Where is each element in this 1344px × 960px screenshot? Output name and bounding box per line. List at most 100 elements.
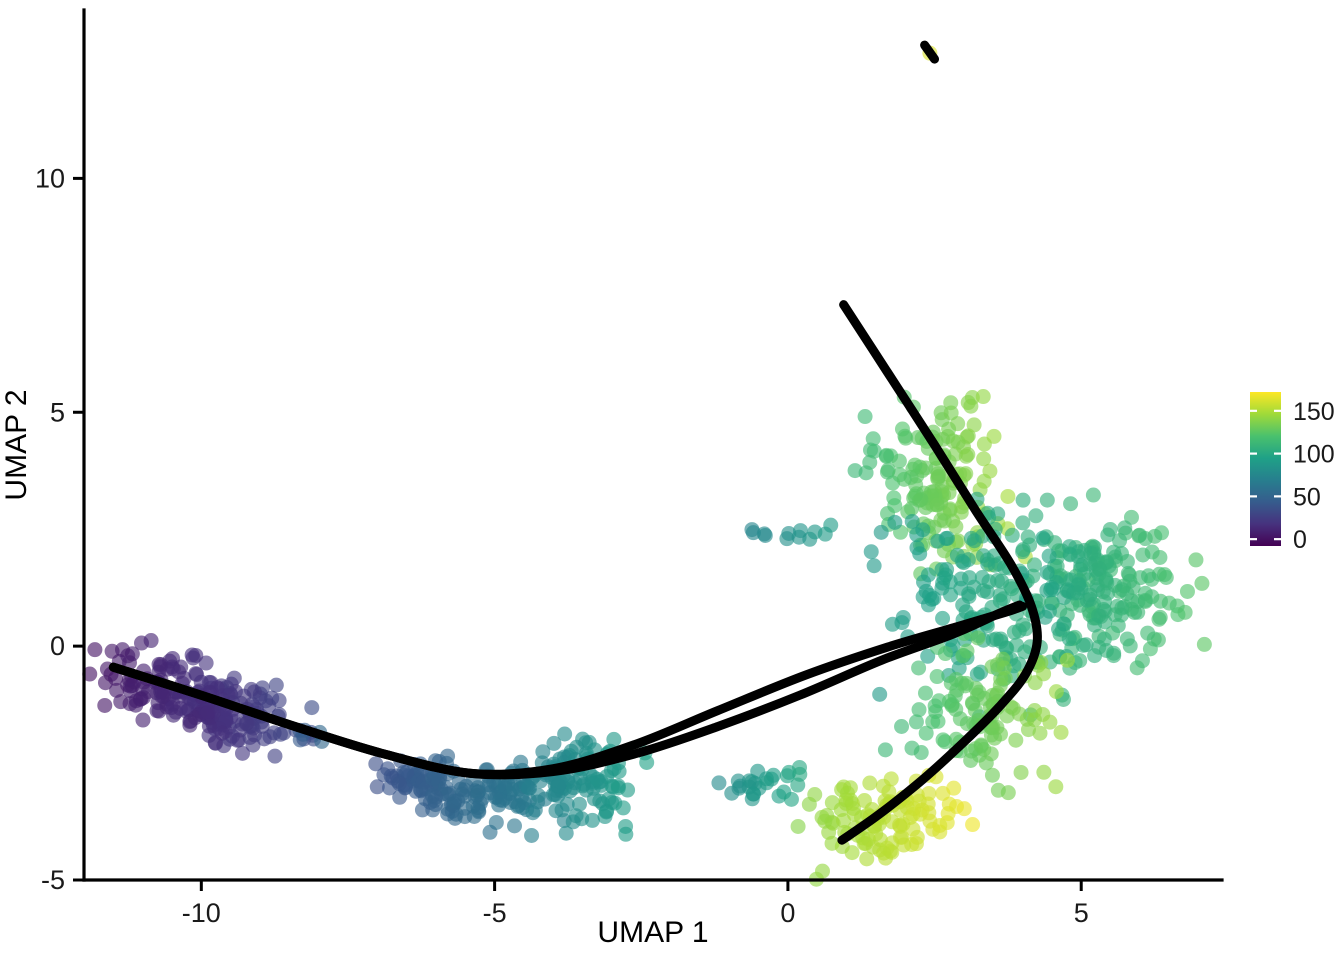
scatter-point [589, 771, 605, 787]
scatter-point [932, 824, 948, 840]
scatter-point [97, 697, 113, 713]
scatter-point [521, 780, 537, 796]
scatter-point [911, 702, 927, 718]
colorbar-legend: 0 50 100 150 [1250, 392, 1335, 554]
scatter-point [440, 748, 456, 764]
x-tick-label: 0 [780, 898, 795, 928]
scatter-point [1039, 492, 1055, 508]
scatter-point [857, 409, 873, 425]
scatter-point [779, 768, 795, 784]
scatter-point [746, 786, 761, 802]
scatter-point [114, 642, 130, 658]
trajectory-curves-layer [108, 40, 1042, 845]
scatter-point [933, 512, 949, 528]
x-tick-label: 5 [1074, 898, 1089, 928]
scatter-point [1041, 548, 1057, 564]
scatter-point [1011, 656, 1027, 672]
scatter-point [954, 499, 970, 515]
scatter-point [1134, 653, 1150, 669]
scatter-point [979, 584, 995, 600]
scatter-point [152, 659, 168, 675]
scatter-point [1119, 553, 1135, 569]
scatter-point [1150, 632, 1166, 648]
scatter-point [908, 477, 924, 493]
scatter-point [918, 725, 934, 741]
scatter-point [1077, 542, 1093, 558]
scatter-point [817, 526, 833, 542]
scatter-point [578, 782, 594, 798]
scatter-point [271, 693, 287, 709]
scatter-point [1122, 638, 1138, 654]
scatter-point [548, 803, 564, 819]
colorbar-tick-label: 0 [1293, 526, 1307, 554]
scatter-point [1013, 764, 1029, 780]
scatter-point [790, 818, 806, 834]
scatter-point [975, 389, 991, 405]
scatter-point [200, 705, 216, 721]
y-tick-label: 0 [50, 631, 65, 661]
scatter-point [929, 497, 945, 513]
scatter-point [1035, 530, 1051, 546]
scatter-point [935, 431, 951, 447]
scatter-point [524, 827, 540, 843]
scatter-point [187, 710, 203, 726]
scatter-point [458, 778, 474, 794]
scatter-point [369, 779, 385, 795]
scatter-point [1008, 732, 1024, 748]
scatter-point [1082, 591, 1098, 607]
scatter-point [966, 417, 982, 433]
scatter-point [872, 686, 888, 702]
scatter-point [606, 731, 622, 747]
scatter-point [915, 522, 931, 538]
scatter-point [904, 740, 920, 756]
y-axis-title: UMAP 2 [0, 389, 33, 500]
scatter-point [814, 809, 830, 825]
scatter-point [535, 744, 551, 760]
scatter-point [935, 610, 951, 626]
scatter-point [922, 587, 938, 603]
trajectory-lineage-3-upper-arc [837, 300, 1042, 845]
scatter-point [1196, 636, 1212, 652]
scatter-point [948, 519, 964, 535]
scatter-point [414, 802, 430, 818]
scatter-point [610, 778, 626, 794]
scatter-point [939, 562, 955, 578]
scatter-point [472, 795, 488, 811]
scatter-point [711, 775, 727, 791]
scatter-point [943, 587, 959, 603]
scatter-point [847, 463, 863, 479]
scatter-point [910, 430, 926, 446]
scatter-point [866, 558, 882, 574]
scatter-point [917, 685, 933, 701]
scatter-point [898, 430, 914, 446]
scatter-point [930, 713, 946, 729]
scatter-point [984, 767, 1000, 783]
scatter-point [235, 745, 250, 761]
scatter-point [201, 718, 217, 734]
scatter-point [1048, 779, 1064, 795]
scatter-point [1000, 488, 1016, 504]
scatter-point [876, 845, 892, 861]
scatter-point [229, 732, 245, 748]
scatter-point [558, 825, 574, 841]
scatter-point [921, 805, 937, 821]
scatter-point [256, 731, 272, 747]
scatter-point [807, 787, 823, 803]
scatter-point [909, 829, 925, 845]
scatter-point [980, 556, 996, 572]
scatter-point [965, 696, 981, 712]
scatter-point [958, 448, 974, 464]
scatter-point [1132, 570, 1148, 586]
scatter-point [165, 707, 181, 723]
scatter-point [1194, 575, 1210, 591]
scatter-point [243, 681, 259, 697]
scatter-point [986, 428, 1002, 444]
scatter-point [368, 756, 384, 772]
scatter-point [559, 796, 575, 812]
scatter-point [238, 715, 254, 731]
scatter-point [892, 817, 908, 833]
scatter-point [941, 485, 957, 501]
